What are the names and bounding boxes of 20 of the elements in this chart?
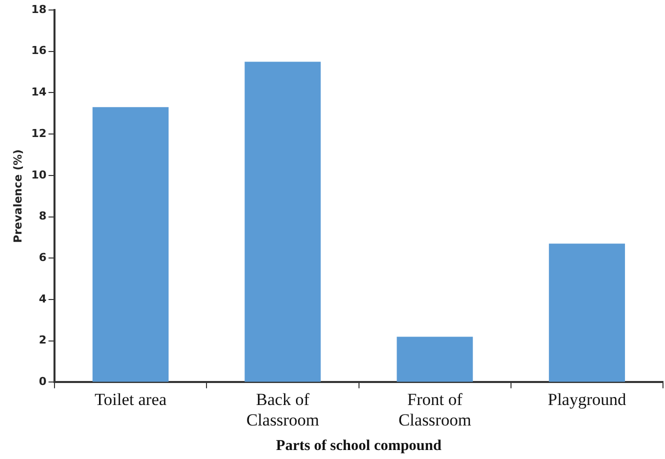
y-tick-label: 6 bbox=[38, 250, 47, 264]
x-tick-label: Front of Classroom bbox=[398, 390, 472, 430]
y-axis-title: Prevalence (%) bbox=[11, 149, 24, 243]
bar bbox=[244, 62, 321, 382]
y-tick-label: 12 bbox=[31, 126, 47, 140]
y-tick-label: 2 bbox=[38, 334, 47, 347]
y-tick-label: 0 bbox=[38, 375, 47, 388]
x-tick-label: Back of Classroom bbox=[246, 390, 320, 430]
bar bbox=[548, 244, 625, 382]
y-tick-label: 16 bbox=[31, 44, 47, 58]
y-tick-label: 10 bbox=[31, 168, 47, 182]
bar bbox=[396, 336, 473, 382]
y-tick-label: 14 bbox=[31, 86, 47, 99]
y-tick-label: 18 bbox=[31, 2, 47, 16]
y-tick-label: 4 bbox=[38, 292, 47, 306]
y-tick-label: 8 bbox=[38, 210, 47, 223]
bar bbox=[92, 107, 169, 382]
x-axis-title: Parts of school compound bbox=[276, 438, 442, 454]
x-tick-label: Playground bbox=[548, 390, 627, 409]
x-tick-label: Toilet area bbox=[94, 390, 167, 409]
